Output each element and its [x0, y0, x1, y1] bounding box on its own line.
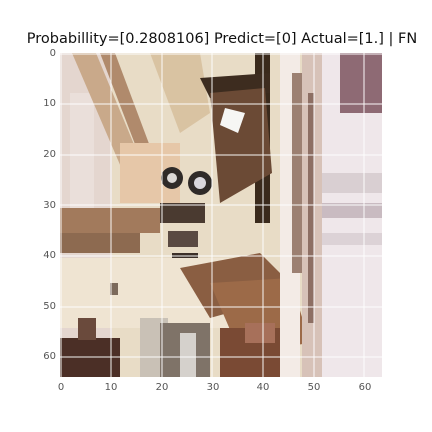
x-tick-label: 20 [155, 382, 169, 393]
x-tick-label: 60 [358, 382, 372, 393]
y-tick-label: 20 [43, 149, 56, 160]
y-tick-label: 30 [43, 200, 56, 211]
y-tick-label: 40 [43, 250, 56, 261]
x-tick-label: 10 [104, 382, 118, 393]
y-tick-label: 10 [43, 98, 56, 109]
y-tick-label: 0 [49, 48, 56, 59]
x-tick-label: 0 [57, 382, 65, 393]
figure-title: Probabillity=[0.2808106] Predict=[0] Act… [26, 31, 418, 47]
x-tick-label: 50 [307, 382, 321, 393]
photo-crop-image [60, 53, 382, 377]
y-tick-label: 50 [43, 301, 56, 312]
y-tick-label: 60 [43, 351, 56, 362]
image-plot-area [60, 53, 382, 377]
x-tick-label: 40 [256, 382, 270, 393]
x-tick-label: 30 [206, 382, 220, 393]
